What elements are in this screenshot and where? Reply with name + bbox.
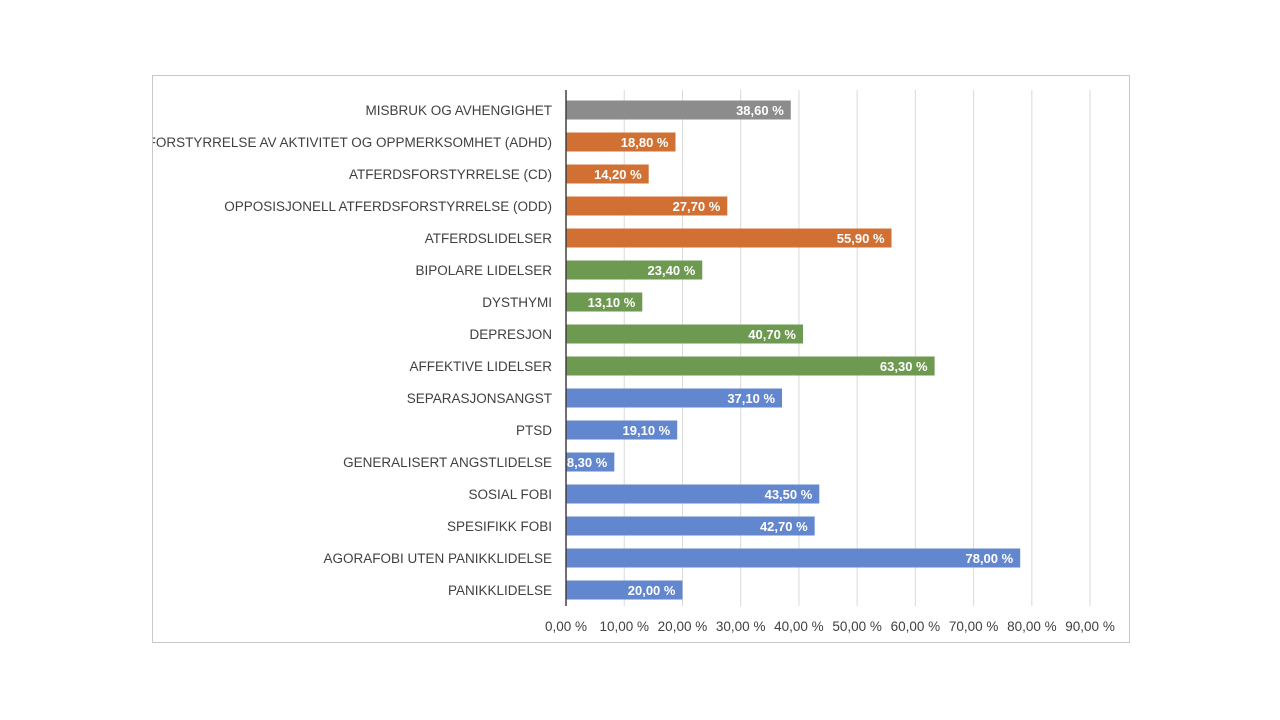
bar-value-label: 13,10 % bbox=[588, 295, 636, 310]
bar-value-label: 23,40 % bbox=[648, 263, 696, 278]
category-label: MISBRUK OG AVHENGIGHET bbox=[365, 103, 552, 118]
bar-value-label: 38,60 % bbox=[736, 103, 784, 118]
category-label: BIPOLARE LIDELSER bbox=[415, 263, 552, 278]
bar bbox=[566, 452, 615, 472]
x-axis-ticks: 0,00 % 10,00 % 20,00 % 30,00 % 40,00 % 50,00 … bbox=[545, 619, 1115, 634]
bar bbox=[566, 132, 676, 152]
bar-value-label: 27,70 % bbox=[673, 199, 721, 214]
bar-value-label: 43,50 % bbox=[765, 487, 813, 502]
bar-value-label: 37,10 % bbox=[727, 391, 775, 406]
bar-value-label: 18,80 % bbox=[621, 135, 669, 150]
x-tick-label: 30,00 % bbox=[716, 619, 766, 634]
bar-value-label: 14,20 % bbox=[594, 167, 642, 182]
x-tick-label: 80,00 % bbox=[1007, 619, 1057, 634]
category-label: GENERALISERT ANGSTLIDELSE bbox=[343, 455, 552, 470]
category-label: AFFEKTIVE LIDELSER bbox=[409, 359, 552, 374]
category-label: SEPARASJONSANGST bbox=[407, 391, 552, 406]
category-label: OPPOSISJONELL ATFERDSFORSTYRRELSE (ODD) bbox=[224, 199, 552, 214]
category-labels: MISBRUK OG AVHENGIGHET FORSTYRRELSE AV AK… bbox=[153, 103, 552, 598]
category-label: ATFERDSFORSTYRRELSE (CD) bbox=[349, 167, 552, 182]
bar-value-label: 8,30 % bbox=[567, 455, 608, 470]
bars: 38,60 % 18,80 % 14,20 % 27,70 % 55,90 % 23,40… bbox=[566, 100, 1021, 600]
category-label: SOSIAL FOBI bbox=[468, 487, 552, 502]
bar bbox=[566, 388, 783, 408]
category-label: DYSTHYMI bbox=[482, 295, 552, 310]
bar bbox=[566, 548, 1021, 568]
category-label: ATFERDSLIDELSER bbox=[425, 231, 553, 246]
bar-value-label: 42,70 % bbox=[760, 519, 808, 534]
x-tick-label: 70,00 % bbox=[949, 619, 999, 634]
bar bbox=[566, 292, 643, 312]
x-tick-label: 90,00 % bbox=[1065, 619, 1115, 634]
bar bbox=[566, 164, 649, 184]
bar bbox=[566, 356, 935, 376]
bar-value-label: 55,90 % bbox=[837, 231, 885, 246]
x-tick-label: 20,00 % bbox=[658, 619, 708, 634]
bar bbox=[566, 420, 678, 440]
x-tick-label: 50,00 % bbox=[832, 619, 882, 634]
bar bbox=[566, 228, 892, 248]
chart-frame: 38,60 % 18,80 % 14,20 % 27,70 % 55,90 % 23,40… bbox=[152, 75, 1130, 643]
bar-chart: 38,60 % 18,80 % 14,20 % 27,70 % 55,90 % 23,40… bbox=[153, 90, 1115, 634]
bar bbox=[566, 484, 820, 504]
bar bbox=[566, 260, 703, 280]
bar-value-label: 19,10 % bbox=[623, 423, 671, 438]
category-label: FORSTYRRELSE AV AKTIVITET OG OPPMERKSOMH… bbox=[153, 135, 552, 150]
category-label: AGORAFOBI UTEN PANIKKLIDELSE bbox=[323, 551, 552, 566]
bar bbox=[566, 580, 683, 600]
bar bbox=[566, 196, 728, 216]
bar-value-label: 63,30 % bbox=[880, 359, 928, 374]
category-label: SPESIFIKK FOBI bbox=[447, 519, 552, 534]
category-label: PANIKKLIDELSE bbox=[448, 583, 552, 598]
bar-value-label: 20,00 % bbox=[628, 583, 676, 598]
x-tick-label: 60,00 % bbox=[891, 619, 941, 634]
x-tick-label: 10,00 % bbox=[599, 619, 649, 634]
bar bbox=[566, 100, 791, 120]
bar-value-label: 78,00 % bbox=[965, 551, 1013, 566]
x-tick-label: 40,00 % bbox=[774, 619, 824, 634]
category-label: PTSD bbox=[516, 423, 552, 438]
category-label: DEPRESJON bbox=[469, 327, 552, 342]
gridlines bbox=[623, 90, 1091, 606]
bar bbox=[566, 324, 803, 344]
bar bbox=[566, 516, 815, 536]
bar-value-label: 40,70 % bbox=[748, 327, 796, 342]
x-tick-label: 0,00 % bbox=[545, 619, 587, 634]
